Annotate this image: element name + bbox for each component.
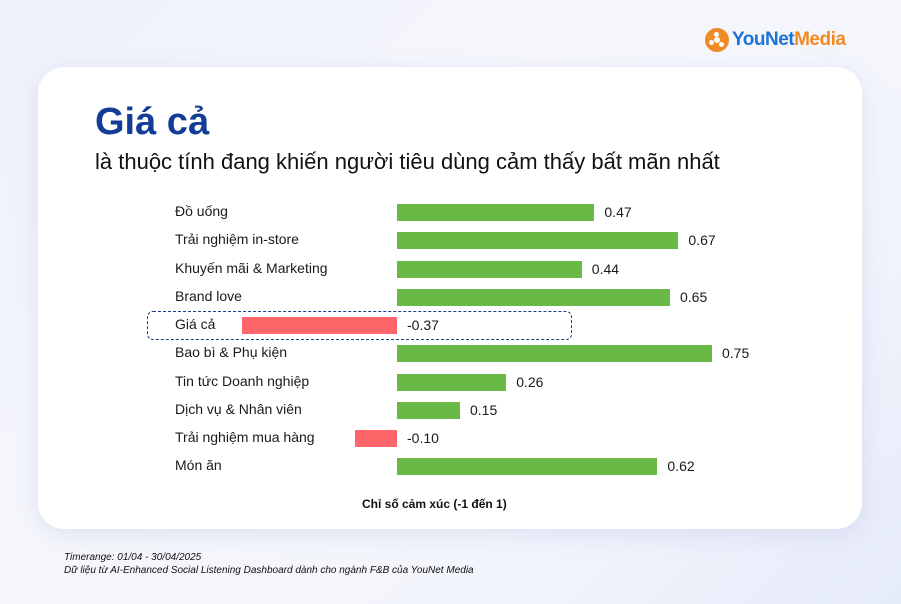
chart-row: Giá cả -0.37 xyxy=(0,316,901,353)
value-label: 0.47 xyxy=(604,204,632,220)
footer-source: Dữ liệu từ AI-Enhanced Social Listening … xyxy=(64,565,474,576)
bar xyxy=(241,317,397,334)
bar xyxy=(355,430,397,447)
page-subtitle: là thuộc tính đang khiến người tiêu dùng… xyxy=(95,149,720,174)
value-label: 0.75 xyxy=(722,345,750,362)
chart-row: Món ăn 0.62 xyxy=(0,457,901,494)
chart-row: Brand love 0.65 xyxy=(0,288,901,325)
value-label: 0.67 xyxy=(688,232,716,249)
category-label: Trải nghiệm in-store xyxy=(175,231,299,248)
chart-row: Đồ uống 0.47 xyxy=(0,203,901,240)
category-label: Bao bì & Phụ kiện xyxy=(175,344,288,361)
category-label: Trải nghiệm mua hàng xyxy=(175,429,315,445)
value-label: -0.10 xyxy=(407,430,439,446)
category-label: Dịch vụ & Nhân viên xyxy=(175,400,302,417)
category-label: Khuyến mãi & Marketing xyxy=(175,259,328,276)
category-label: Món ăn xyxy=(175,457,222,474)
category-label: Tin tức Doanh nghiệp xyxy=(175,372,310,389)
footer-timerange: Timerange: 01/04 - 30/04/2025 xyxy=(64,552,202,563)
value-label: 0.26 xyxy=(516,373,544,390)
chart-row: Trải nghiệm mua hàng -0.10 xyxy=(0,429,901,466)
value-label: 0.44 xyxy=(591,260,620,277)
value-label: 0.65 xyxy=(680,288,708,305)
bar xyxy=(397,373,507,391)
bar xyxy=(397,260,582,278)
value-label: 0.62 xyxy=(667,458,695,475)
highlight-box xyxy=(147,311,572,340)
category-label: Brand love xyxy=(175,287,242,304)
value-label: 0.15 xyxy=(470,401,498,418)
logo-text-younet: YouNet xyxy=(732,29,795,50)
chart-row: Trải nghiệm in-store 0.67 xyxy=(0,231,901,268)
chart-row: Dịch vụ & Nhân viên 0.15 xyxy=(0,401,901,438)
bar xyxy=(397,204,595,221)
bar xyxy=(397,345,712,363)
page-title: Giá cả xyxy=(95,101,210,143)
bar xyxy=(397,401,460,419)
category-label: Đồ uống xyxy=(175,203,228,219)
younet-logo-icon xyxy=(705,28,729,52)
x-axis-label: Chỉ số cảm xúc (-1 đến 1) xyxy=(362,497,507,511)
chart-row: Khuyến mãi & Marketing 0.44 xyxy=(0,260,901,297)
logo-text-media: Media xyxy=(794,29,846,50)
bar xyxy=(397,288,670,306)
chart-row: Tin tức Doanh nghiệp 0.26 xyxy=(0,373,901,410)
bar xyxy=(397,458,658,476)
bar xyxy=(397,232,679,250)
chart-row: Bao bì & Phụ kiện 0.75 xyxy=(0,344,901,381)
value-label: -0.37 xyxy=(407,317,439,333)
category-label: Giá cả xyxy=(175,316,216,332)
younet-media-logo: YouNetMedia xyxy=(705,27,846,53)
